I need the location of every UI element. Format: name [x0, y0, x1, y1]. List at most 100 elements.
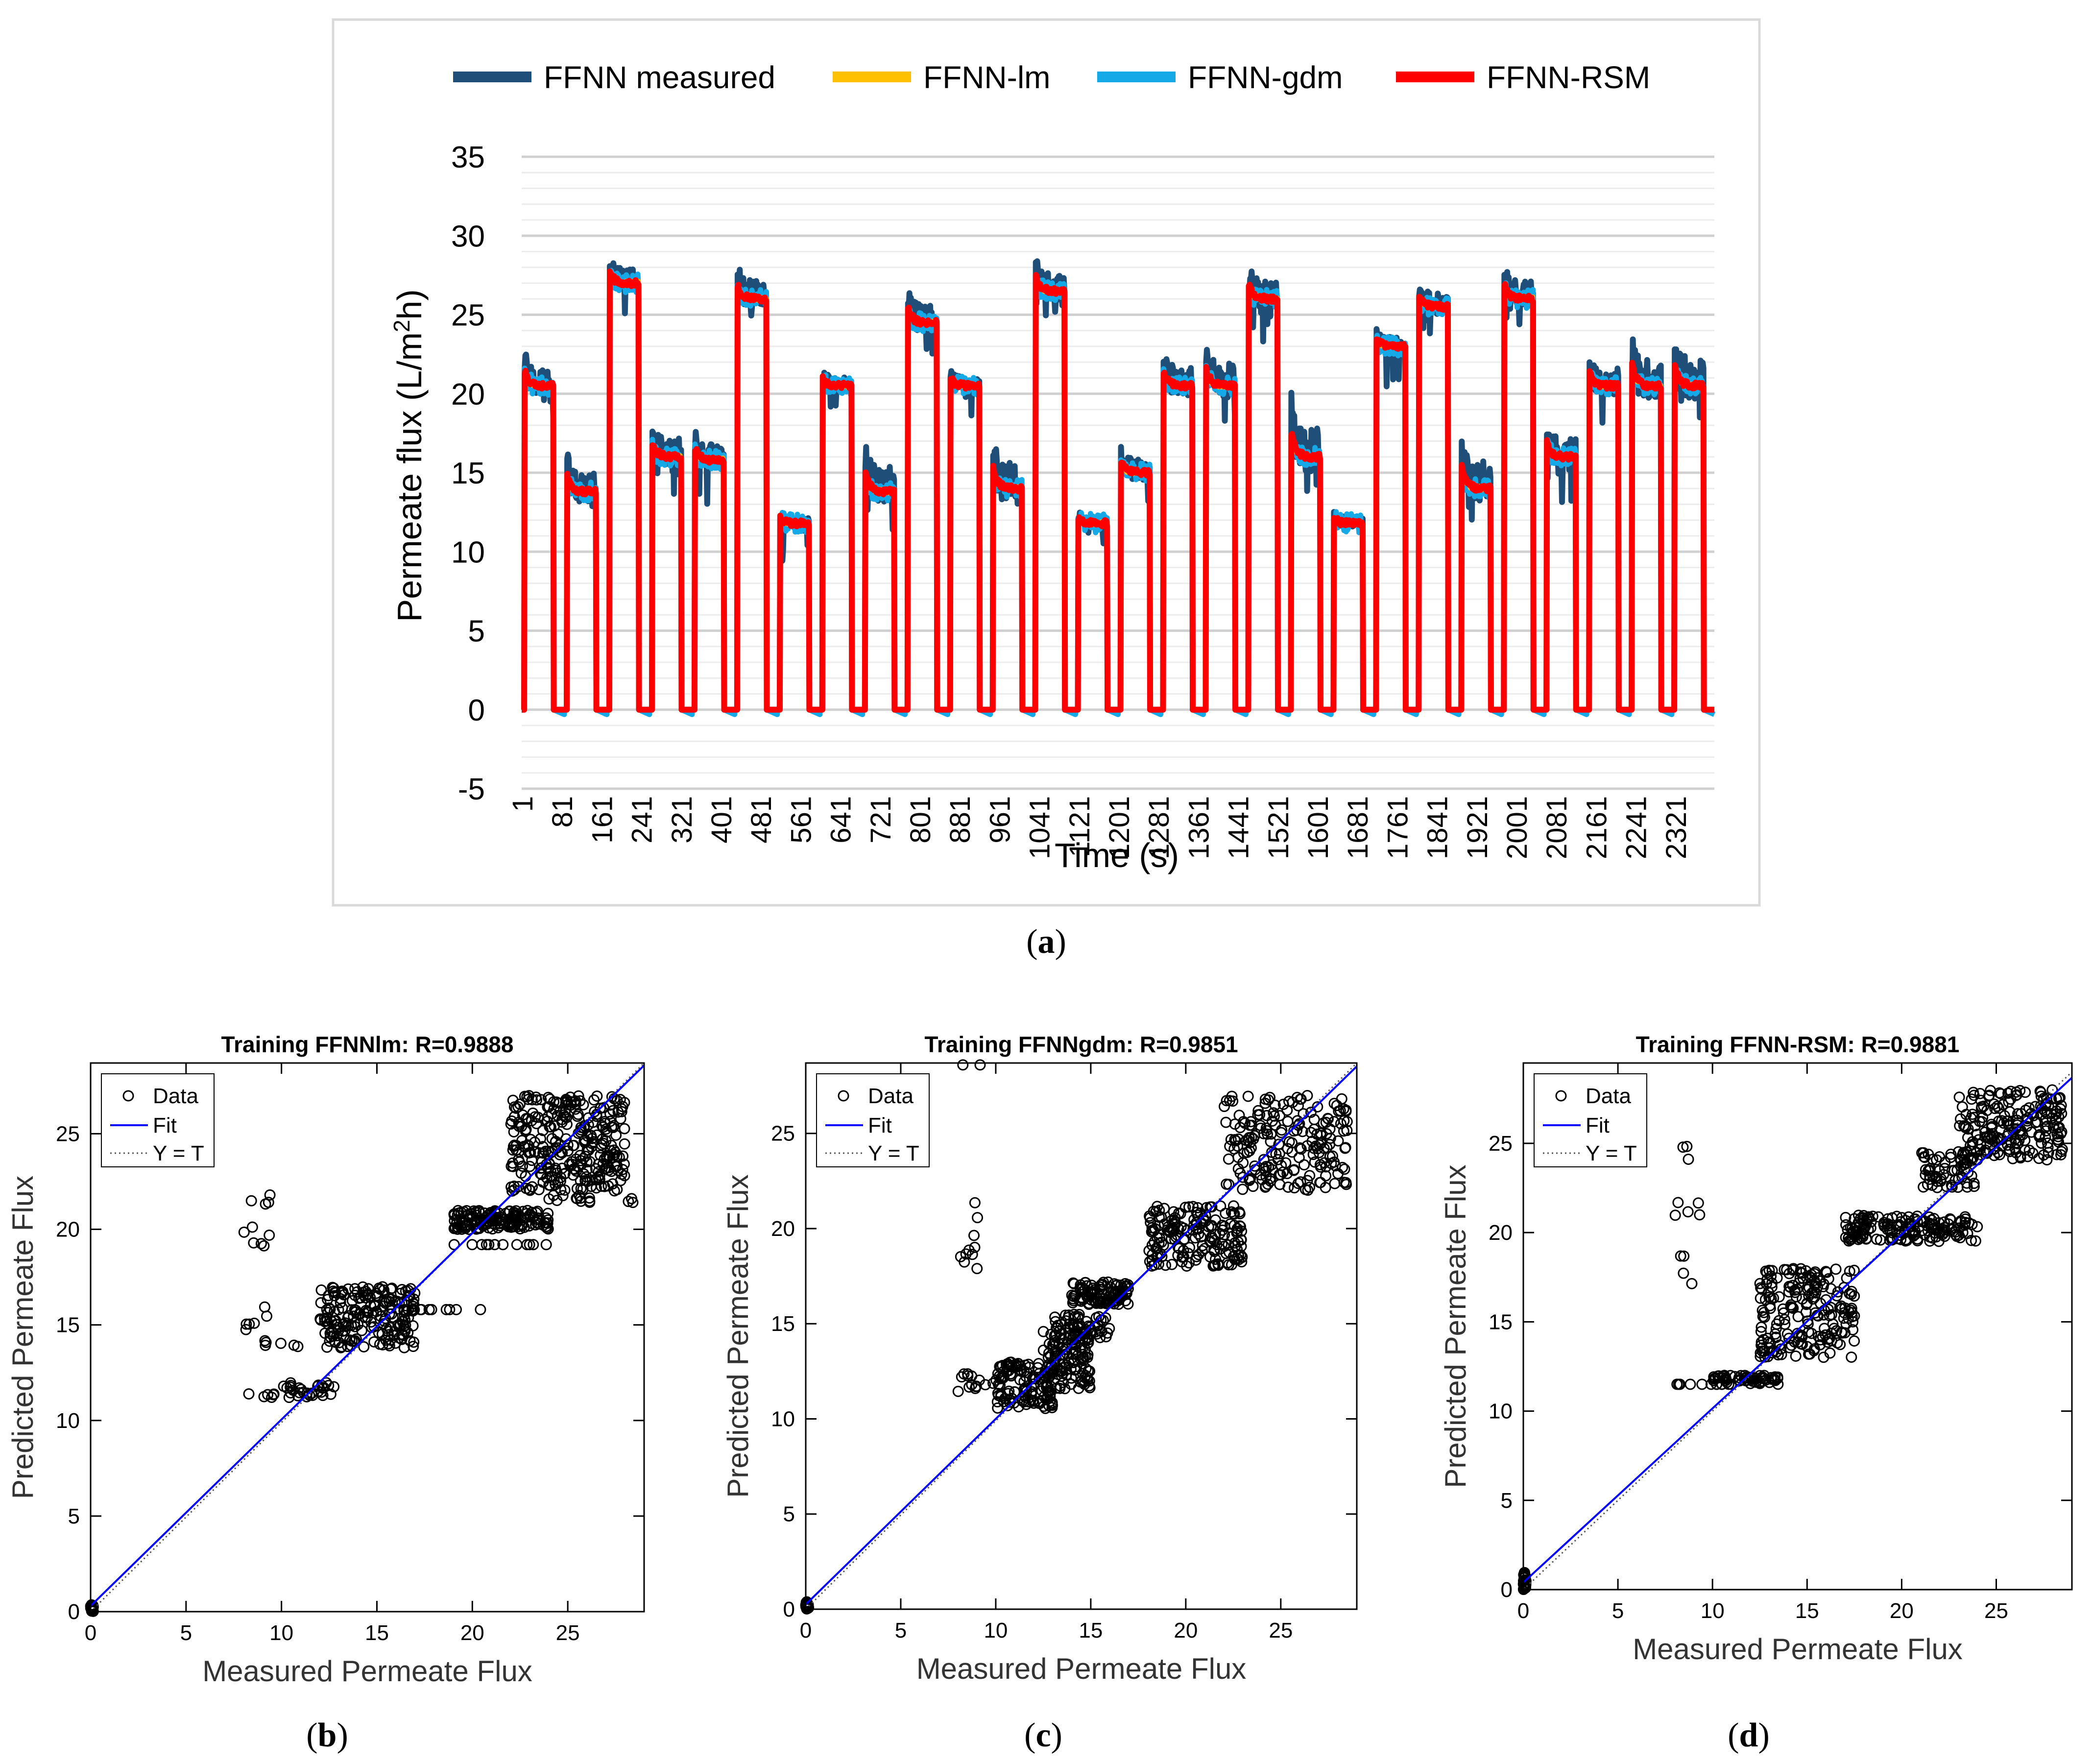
- scatter-point: [1952, 1146, 1964, 1158]
- scatter-point: [348, 1336, 360, 1347]
- y-tick-label: 5: [1501, 1489, 1513, 1513]
- scatter-point: [524, 1160, 536, 1172]
- x-tick-label: 5: [1612, 1599, 1624, 1623]
- scatter-point: [349, 1335, 361, 1347]
- scatter-point: [1220, 1116, 1232, 1128]
- x-tick-label: 1: [507, 796, 539, 812]
- x-tick-label: 561: [785, 796, 817, 844]
- scatter-point: [991, 1396, 1003, 1408]
- scatter-point: [1020, 1371, 1032, 1382]
- scatter-point: [1277, 1098, 1289, 1110]
- scatter-point: [2034, 1131, 2045, 1143]
- scatter-point: [1195, 1231, 1207, 1243]
- x-tick-label: 5: [180, 1621, 192, 1645]
- scatter-point: [1304, 1182, 1316, 1193]
- scatter-point: [546, 1108, 557, 1119]
- y-tick-label: 0: [68, 1600, 80, 1624]
- scatter-point: [577, 1099, 589, 1111]
- scatter-point: [556, 1116, 568, 1128]
- scatter-point: [1933, 1235, 1945, 1247]
- scatter-point: [1986, 1118, 1997, 1130]
- scatter-point: [969, 1197, 981, 1208]
- scatter-point: [1282, 1115, 1294, 1127]
- scatter-point: [275, 1337, 287, 1349]
- scatter-point: [508, 1111, 520, 1122]
- scatter-point: [352, 1319, 364, 1330]
- scatter-point: [358, 1341, 370, 1353]
- scatter-point: [1994, 1149, 2005, 1160]
- y-tick-label: -5: [458, 773, 485, 806]
- x-tick-label: 1681: [1342, 796, 1374, 859]
- scatter-point: [1178, 1245, 1189, 1257]
- scatter-point: [507, 1160, 519, 1172]
- scatter-point: [1183, 1201, 1195, 1213]
- scatter-point: [1080, 1363, 1092, 1375]
- y-tick-label: 25: [771, 1122, 795, 1146]
- scatter-point: [264, 1189, 276, 1201]
- x-tick-label: 0: [800, 1619, 812, 1643]
- scatter-point: [1855, 1232, 1867, 1244]
- scatter-point: [294, 1387, 305, 1399]
- scatter-point: [1978, 1146, 1990, 1158]
- scatter-point: [1681, 1140, 1693, 1152]
- scatter-point: [1918, 1181, 1929, 1193]
- scatter-point: [2041, 1092, 2052, 1104]
- scatter-point: [581, 1156, 593, 1168]
- scatter-point: [1970, 1235, 1981, 1247]
- scatter-point: [1975, 1103, 1987, 1114]
- scatter-point: [565, 1096, 577, 1108]
- scatter-point: [2036, 1137, 2047, 1149]
- scatter-point: [1919, 1152, 1931, 1163]
- y-tick-label: 5: [468, 615, 485, 649]
- scatter-point: [1858, 1210, 1870, 1221]
- scatter-point: [483, 1239, 495, 1251]
- scatter-point: [1237, 1184, 1249, 1195]
- scatter-point: [1275, 1169, 1286, 1181]
- scatter-point: [331, 1330, 343, 1342]
- scatter-point: [591, 1090, 603, 1102]
- scatter-point: [1289, 1182, 1300, 1194]
- scatter-point: [507, 1144, 519, 1156]
- panel-d-scatter-rsm: Training FFNN-RSM: R=0.9881 0 5 10 15 20 25 0 5 1…: [1439, 1032, 2073, 1754]
- scatter-point: [1677, 1141, 1689, 1153]
- scatter-point: [1002, 1388, 1014, 1400]
- scatter-point: [444, 1304, 456, 1315]
- scatter-point: [1672, 1197, 1684, 1208]
- scatter-point: [1295, 1093, 1307, 1105]
- scatter-point: [1955, 1215, 1967, 1227]
- scatter-point: [1978, 1100, 1990, 1112]
- scatter-point: [492, 1222, 504, 1233]
- scatter-point: [952, 1385, 964, 1397]
- scatter-point: [1754, 1278, 1766, 1289]
- scatter-point: [1939, 1162, 1950, 1174]
- scatter-point: [1168, 1206, 1179, 1218]
- scatter-point: [238, 1226, 250, 1238]
- scatter-point: [327, 1330, 339, 1342]
- y-tick-label: 25: [56, 1122, 80, 1146]
- x-tick-label: 2001: [1501, 796, 1533, 859]
- scatter-point: [540, 1212, 552, 1224]
- scatter-point: [972, 1212, 983, 1224]
- scatter-point: [1983, 1132, 1995, 1143]
- scatter-point: [599, 1116, 611, 1127]
- scatter-point: [472, 1223, 483, 1234]
- scatter-point: [1078, 1377, 1089, 1389]
- scatter-point: [980, 1379, 991, 1391]
- x-tick-label: 2241: [1621, 796, 1653, 859]
- scatter-point: [1037, 1326, 1049, 1337]
- scatter-point: [1843, 1235, 1855, 1247]
- scatter-point: [1332, 1168, 1344, 1180]
- scatter-point: [1960, 1122, 1972, 1134]
- scatter-point: [1694, 1209, 1706, 1221]
- scatter-point: [1015, 1360, 1026, 1372]
- scatter-point: [1810, 1287, 1822, 1299]
- scatter-point: [1335, 1118, 1347, 1130]
- scatter-point: [1938, 1169, 1949, 1181]
- scatter-point: [560, 1133, 572, 1145]
- scatter-point: [262, 1389, 274, 1401]
- scatter-point: [1112, 1286, 1124, 1298]
- x-tick-label: 25: [556, 1621, 580, 1645]
- scatter-point: [1221, 1178, 1232, 1190]
- scatter-title: Training FFNN-RSM: R=0.9881: [1636, 1032, 1960, 1057]
- scatter-point: [2043, 1147, 2054, 1159]
